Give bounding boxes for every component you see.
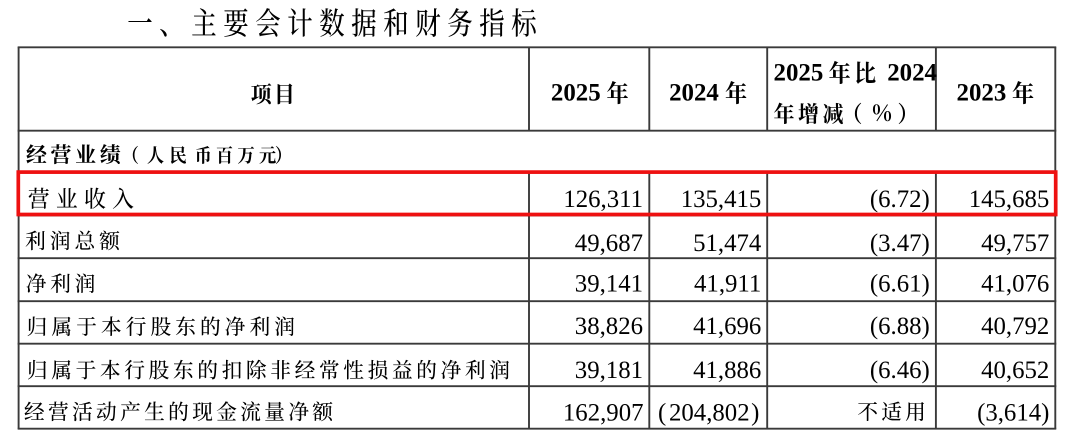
svg-text:2025: 2025 [774,59,824,86]
svg-text:135,415: 135,415 [681,186,762,213]
svg-text:2024: 2024 [669,80,719,107]
svg-text:39,181: 39,181 [575,357,643,384]
svg-text:145,685: 145,685 [969,186,1050,213]
svg-text:204,802: 204,802 [669,399,750,426]
svg-text:51,474: 51,474 [693,230,762,257]
svg-text:38,826: 38,826 [575,313,643,340]
svg-text:41,076: 41,076 [981,271,1049,298]
svg-text:2025: 2025 [551,80,601,107]
svg-text:162,907: 162,907 [563,399,644,426]
svg-text:(: ( [658,399,666,426]
svg-text:2023: 2023 [957,80,1007,107]
svg-text:2024: 2024 [887,59,937,86]
svg-text:(6.46): (6.46) [870,357,930,384]
svg-text:(6.72): (6.72) [870,186,930,213]
svg-text:(6.61): (6.61) [870,271,930,298]
svg-text:49,757: 49,757 [981,230,1049,257]
svg-text:(3.47): (3.47) [870,230,930,257]
svg-text:): ) [751,399,759,426]
svg-text:49,687: 49,687 [575,230,643,257]
svg-text:40,652: 40,652 [981,357,1049,384]
svg-text:126,311: 126,311 [563,186,643,213]
svg-text:39,141: 39,141 [575,271,643,298]
svg-text:(3,614): (3,614) [977,399,1049,426]
svg-text:41,696: 41,696 [693,313,761,340]
svg-text:41,886: 41,886 [693,357,761,384]
svg-text:40,792: 40,792 [981,313,1049,340]
svg-text:41,911: 41,911 [694,271,761,298]
svg-text:(6.88): (6.88) [870,313,930,340]
